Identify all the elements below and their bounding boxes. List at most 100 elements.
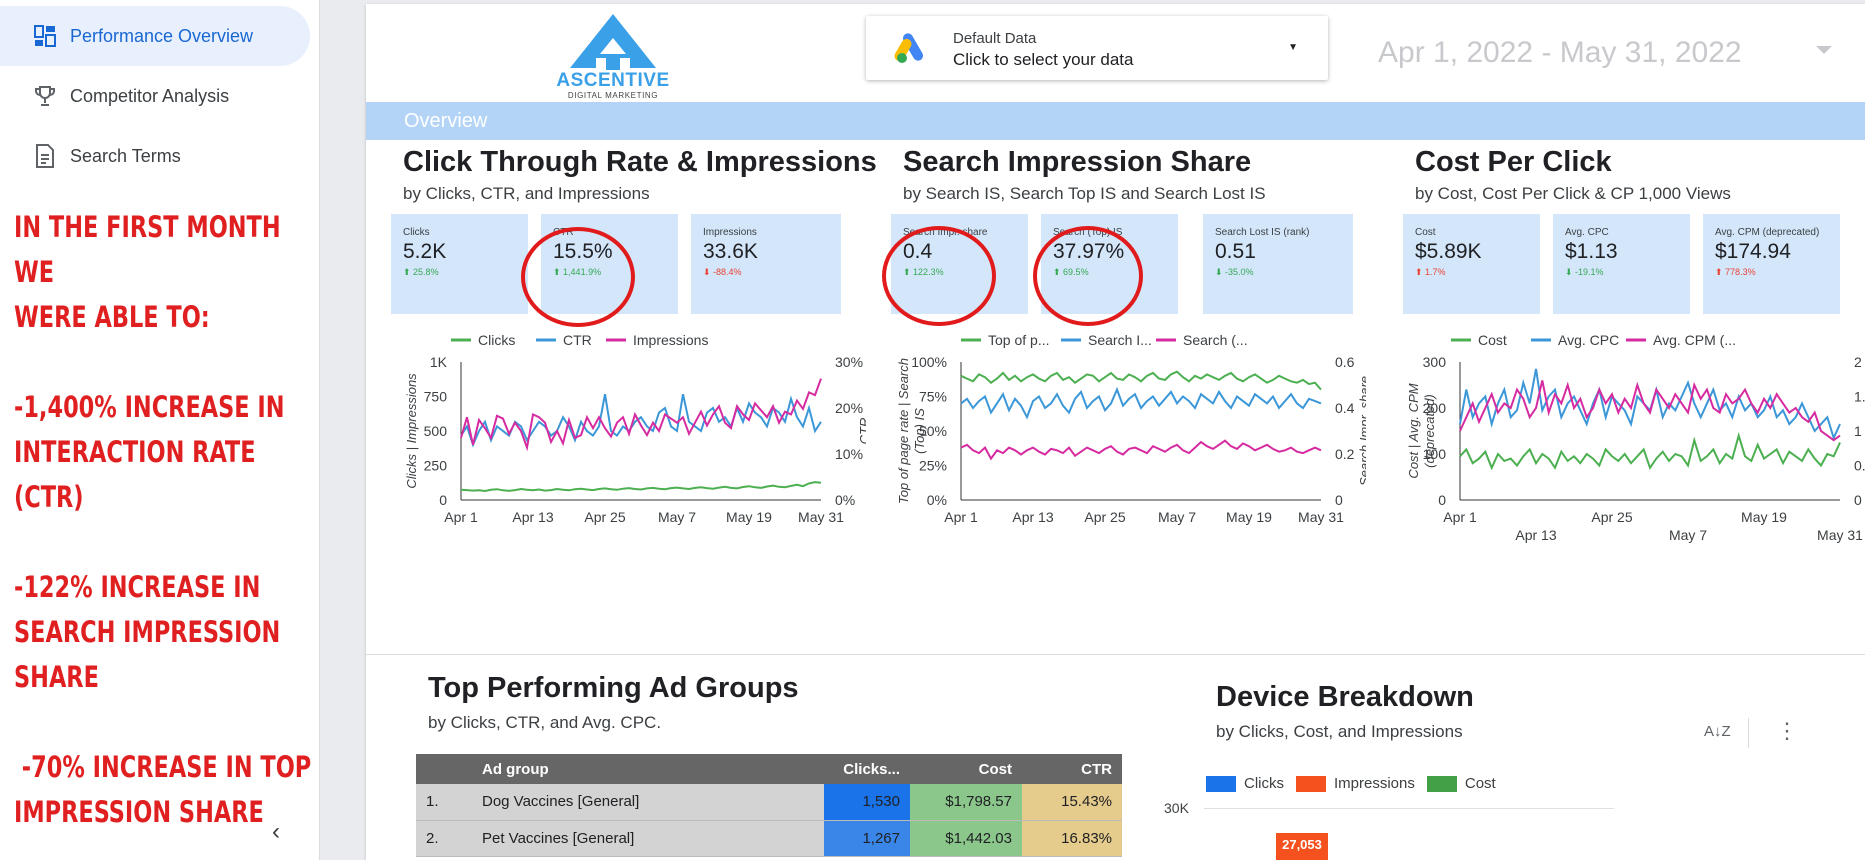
scorecard-delta: ⬆ 25.8% (403, 267, 439, 277)
y2-tick-label: 10% (835, 446, 863, 462)
legend-label: Search I... (1088, 332, 1152, 348)
column-header-cost[interactable]: Cost (910, 754, 1022, 784)
x-tick-label: Apr 13 (1515, 527, 1556, 543)
scorecard-value: $174.94 (1715, 240, 1791, 263)
device-legend: Clicks Impressions Cost (1206, 775, 1496, 792)
clicks-cell: 1,530 (824, 784, 910, 821)
series-line-1 (1459, 432, 1841, 471)
y-tick-label: 0 (439, 492, 447, 508)
note-line: WERE ABLE TO: (14, 300, 210, 334)
x-tick-label: Apr 1 (944, 509, 978, 525)
y2-tick-label: 0.4 (1335, 400, 1355, 416)
x-tick-label: Apr 13 (512, 509, 553, 525)
legend-label: Avg. CPM (... (1653, 332, 1736, 348)
table-row[interactable]: 2. Pet Vaccines [General] 1,267 $1,442.0… (416, 820, 1122, 857)
column-header-clicks[interactable]: Clicks... (824, 754, 910, 784)
device-bar-impressions[interactable] (1276, 833, 1328, 860)
ctr-section-subtitle: by Clicks, CTR, and Impressions (403, 184, 650, 203)
results-annotation: IN THE FIRST MONTH WE WERE ABLE TO: -1,4… (14, 205, 315, 835)
y2-tick-label: 0.5 (1854, 458, 1865, 474)
y2-axis-title: Search Impr. share (1357, 376, 1366, 486)
scorecard-value: 5.2K (403, 240, 447, 263)
y2-tick-label: 1.5 (1854, 389, 1865, 405)
y2-tick-label: 1 (1854, 423, 1862, 439)
rank-cell: 1. (416, 784, 472, 821)
cost-cell: $1,798.57 (910, 784, 1022, 821)
series-line-3 (1459, 380, 1841, 442)
scorecard-avg-cpc[interactable]: Avg. CPC $1.13 ⬇ -19.1% (1553, 214, 1690, 314)
toolbar-divider (1748, 718, 1749, 748)
y-tick-label: 0 (1438, 492, 1446, 508)
search-impression-share-chart[interactable]: Top of p... Search I... Search (... 0% 25% 50… (886, 322, 1366, 632)
device-subtitle: by Clicks, Cost, and Impressions (1216, 722, 1463, 741)
clicks-cell: 1,267 (824, 820, 910, 857)
device-gridline (1204, 808, 1614, 809)
y-tick-label: 75% (919, 389, 947, 405)
y2-tick-label: 0 (1854, 492, 1862, 508)
data-source-selector[interactable]: Default Data Click to select your data ▼ (866, 16, 1328, 80)
cost-per-click-chart[interactable]: Cost Avg. CPC Avg. CPM (... 0 100 200 300 0 0.5 1… (1396, 322, 1865, 652)
scorecard-delta: ⬇ -19.1% (1565, 267, 1604, 277)
scorecard-label: Avg. CPC (1565, 227, 1609, 238)
rank-cell: 2. (416, 820, 472, 857)
x-tick-label: May 7 (1669, 527, 1707, 543)
column-header-rank (416, 754, 472, 784)
date-range-control[interactable]: Apr 1, 2022 - May 31, 2022 (1378, 36, 1742, 69)
x-tick-label: May 19 (726, 509, 772, 525)
scorecard-label: Search Lost IS (rank) (1215, 227, 1310, 238)
y-axis-title: Top of page rate | Search (896, 358, 911, 504)
report-canvas: ASCENTIVE DIGITAL MARKETING Default Data… (366, 4, 1865, 860)
note-line: INTERACTION RATE (CTR) (14, 435, 256, 514)
legend-item-impressions[interactable]: Impressions (1296, 775, 1415, 792)
x-tick-label: Apr 25 (1591, 509, 1632, 525)
series-line-1 (460, 481, 822, 493)
y-axis-title: (deprecated) (1422, 394, 1437, 468)
table-row[interactable]: 1. Dog Vaccines [General] 1,530 $1,798.5… (416, 784, 1122, 821)
legend-item-cost[interactable]: Cost (1426, 775, 1496, 792)
highlight-circle (1033, 226, 1143, 326)
scorecard-value: $1.13 (1565, 240, 1618, 263)
sidebar-item-performance-overview[interactable]: Performance Overview (0, 6, 310, 66)
legend-item-clicks[interactable]: Clicks (1206, 775, 1284, 792)
column-header-adgroup[interactable]: Ad group (472, 754, 824, 784)
scorecard-avg-cpm[interactable]: Avg. CPM (deprecated) $174.94 ⬆ 778.3% (1703, 214, 1840, 314)
highlight-circle (521, 227, 635, 327)
sidebar-item-competitor-analysis[interactable]: Competitor Analysis (0, 66, 310, 126)
scorecard-cost[interactable]: Cost $5.89K ⬆ 1.7% (1403, 214, 1540, 314)
scorecard-clicks[interactable]: Clicks 5.2K ⬆ 25.8% (391, 214, 528, 314)
company-logo: ASCENTIVE DIGITAL MARKETING (548, 12, 678, 104)
note-line: SHARE (14, 660, 99, 694)
highlight-circle (882, 226, 996, 326)
sort-az-icon[interactable]: A↓Z (1704, 723, 1731, 740)
note-line: IN THE FIRST MONTH WE (14, 210, 281, 289)
sidebar-item-search-terms[interactable]: Search Terms (0, 126, 310, 186)
note-line: -70% INCREASE IN TOP (14, 750, 312, 784)
y-axis-title: Cost | Avg. CPM (1406, 383, 1421, 478)
data-source-hint: Click to select your data (953, 50, 1134, 69)
sis-section-subtitle: by Search IS, Search Top IS and Search L… (903, 184, 1266, 203)
logo-tagline: DIGITAL MARKETING (567, 91, 659, 100)
collapse-sidebar-icon[interactable]: ‹ (272, 818, 280, 845)
legend-label: Impressions (1334, 775, 1415, 792)
scorecard-impressions[interactable]: Impressions 33.6K ⬇ -88.4% (691, 214, 841, 314)
legend-label: Clicks (1244, 775, 1284, 792)
x-tick-label: May 31 (1298, 509, 1344, 525)
adgroups-subtitle: by Clicks, CTR, and Avg. CPC. (428, 713, 662, 732)
more-vert-icon[interactable]: ⋮ (1776, 718, 1798, 743)
ctr-cell: 16.83% (1022, 820, 1122, 857)
dashboard-icon (32, 23, 58, 49)
y2-tick-label: 20% (835, 400, 863, 416)
x-tick-label: May 19 (1226, 509, 1272, 525)
column-header-ctr[interactable]: CTR (1022, 754, 1122, 784)
scorecard-delta: ⬆ 1.7% (1415, 267, 1446, 277)
scorecard-search-lost-is[interactable]: Search Lost IS (rank) 0.51 ⬇ -35.0% (1203, 214, 1353, 314)
legend-label: Top of p... (988, 332, 1049, 348)
chevron-down-icon[interactable] (1816, 46, 1832, 54)
adgroup-cell: Pet Vaccines [General] (472, 820, 824, 857)
scorecard-delta: ⬆ 778.3% (1715, 267, 1756, 277)
data-source-label: Default Data (953, 30, 1037, 47)
section-divider (366, 654, 1865, 655)
sidebar-item-label: Search Terms (70, 145, 181, 166)
sidebar-item-label: Performance Overview (70, 25, 254, 46)
ctr-impressions-chart[interactable]: Clicks CTR Impressions 0 250 500 750 1K 0% 10% 20%… (386, 322, 866, 632)
